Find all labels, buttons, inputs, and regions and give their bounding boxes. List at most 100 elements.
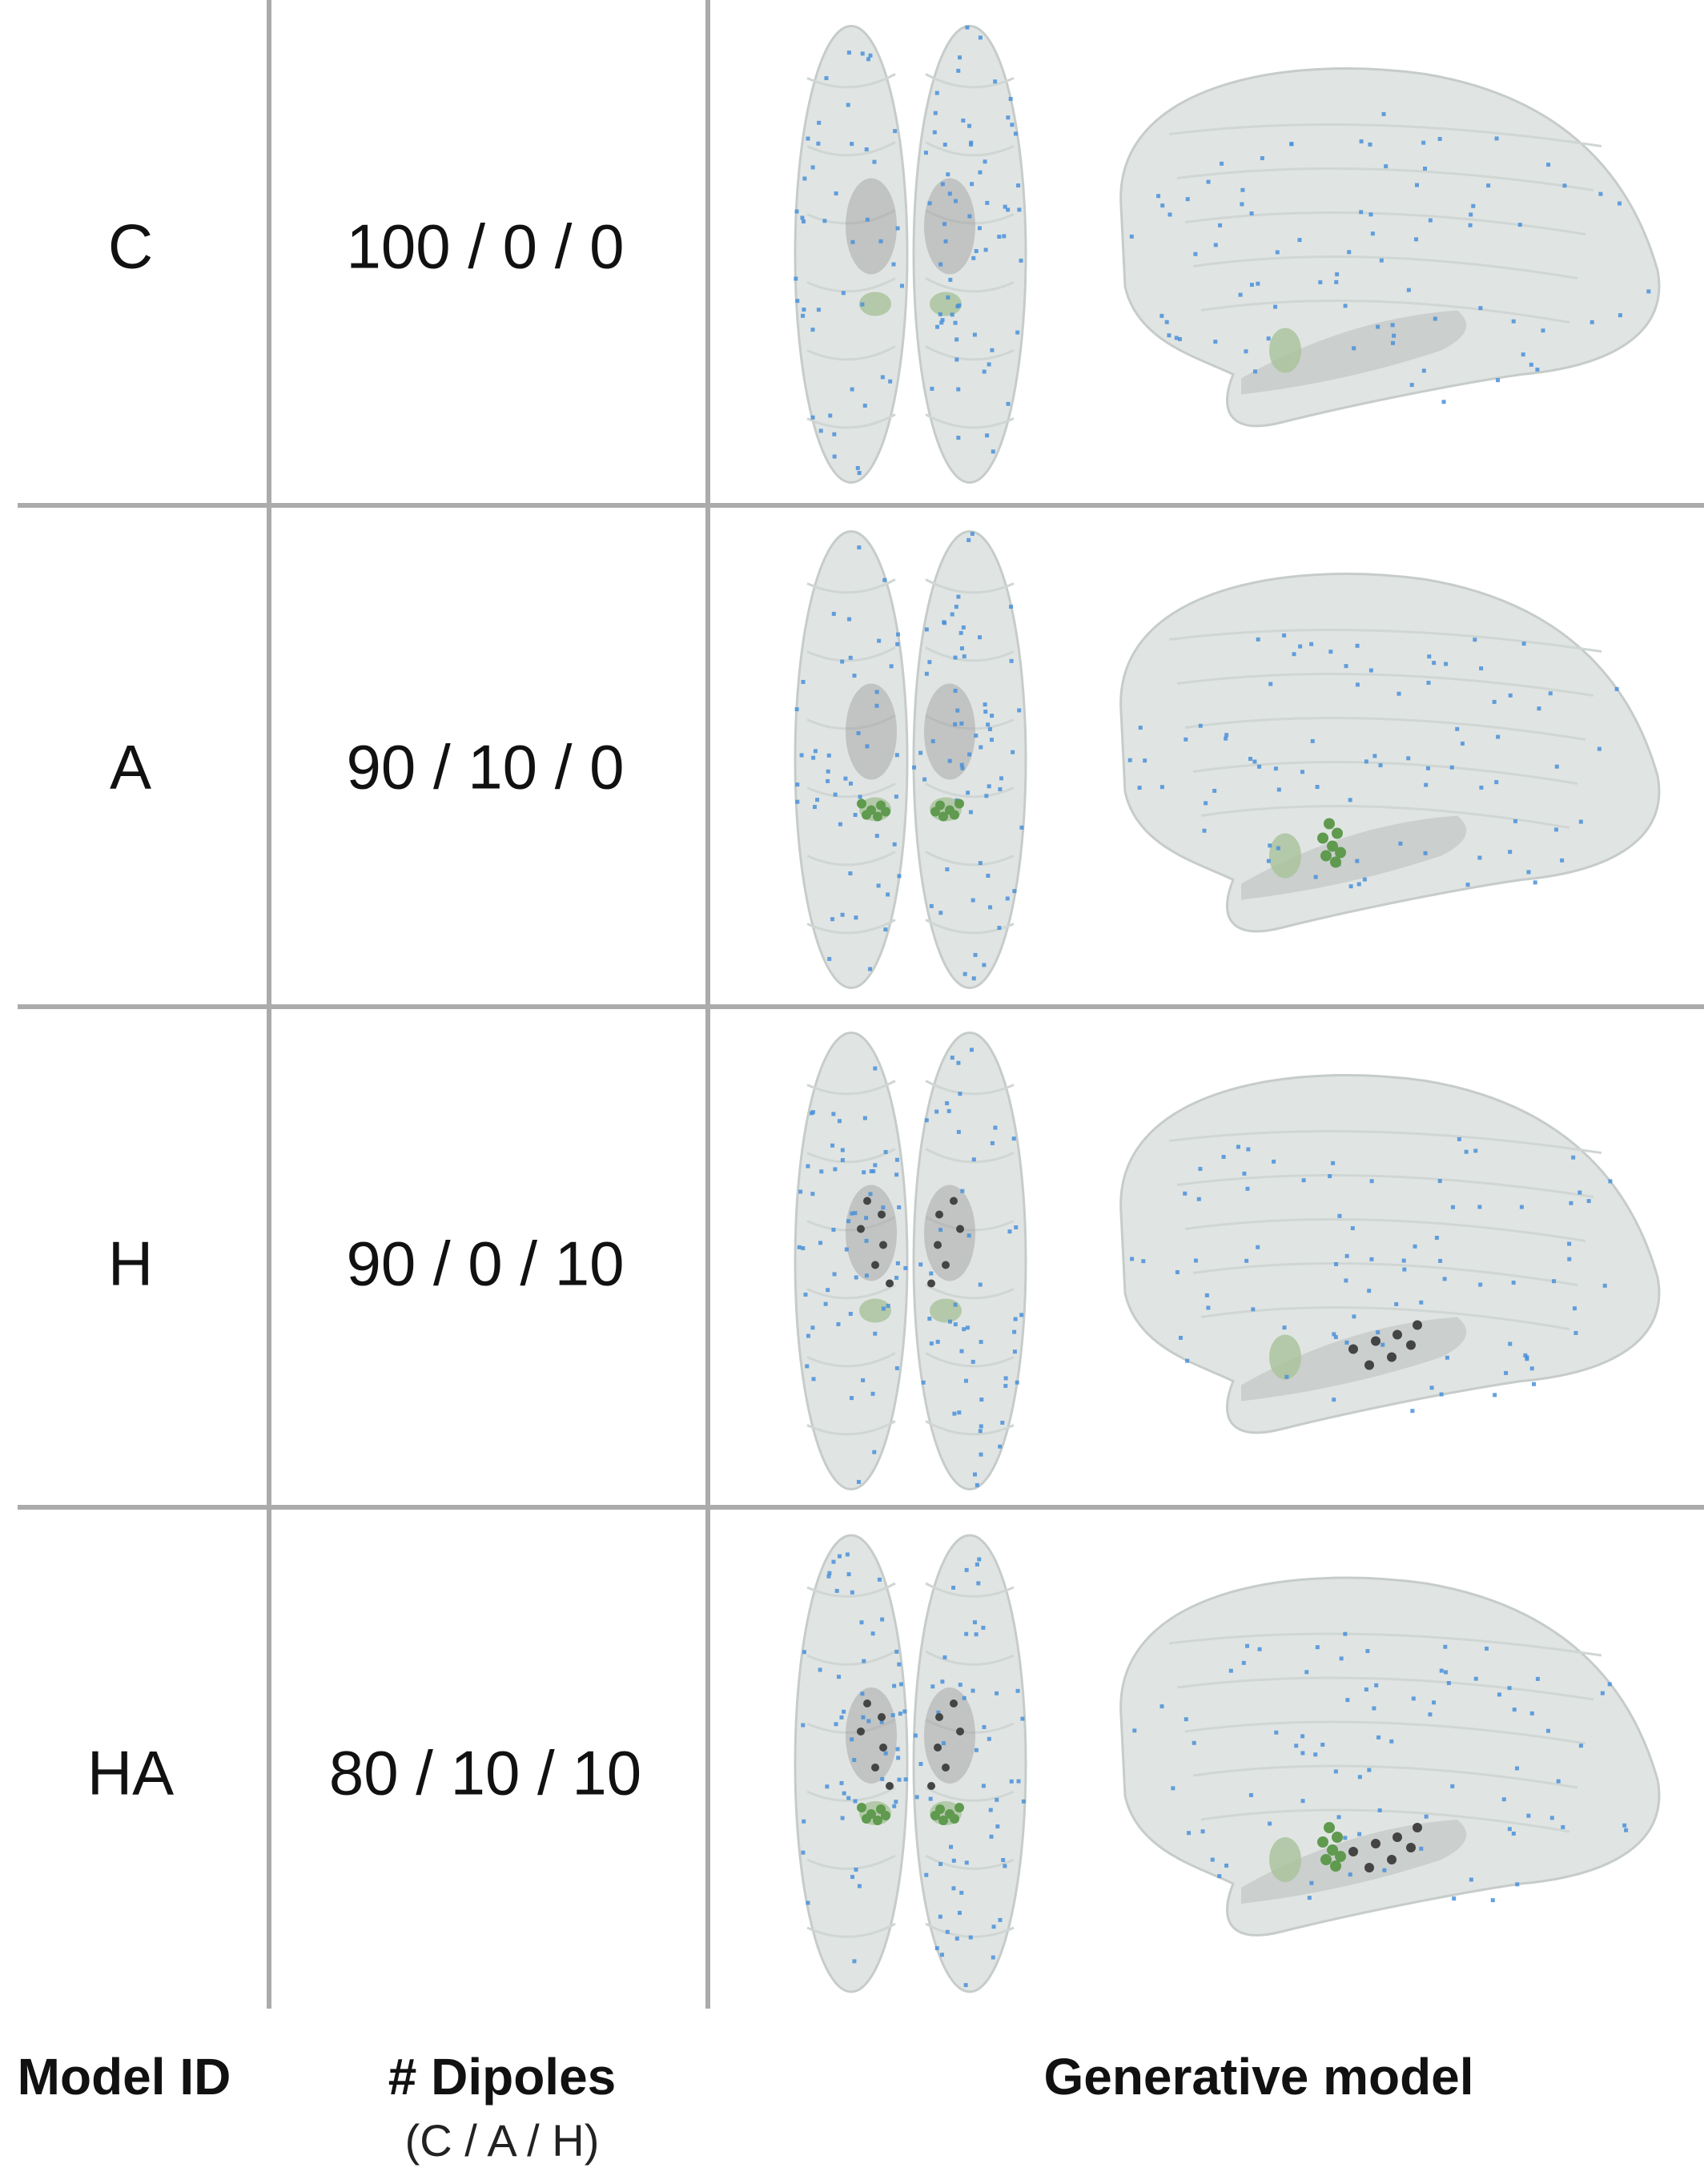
hippocampus-dipole — [956, 1225, 964, 1233]
cortical-dipole — [1016, 1779, 1021, 1784]
cortical-dipole — [805, 1364, 810, 1369]
cortical-dipole — [846, 1796, 851, 1800]
cortical-dipole — [836, 1321, 841, 1326]
cortical-dipole — [946, 1108, 951, 1113]
cortical-dipole — [1469, 1877, 1473, 1882]
cortical-dipole — [864, 1273, 869, 1278]
cortical-dipole — [951, 1585, 956, 1590]
cortical-dipole — [1535, 1676, 1540, 1681]
gyrus-line — [1184, 1720, 1586, 1745]
hippocampus-dipole — [863, 1197, 871, 1205]
cortical-dipole — [883, 1751, 888, 1756]
cortical-dipole — [853, 1211, 858, 1216]
cortical-dipole — [842, 1791, 846, 1796]
cortical-dipole — [991, 449, 995, 454]
cortical-dipole — [1376, 1735, 1381, 1740]
cortical-dipole — [990, 714, 995, 718]
cortical-dipole — [967, 752, 972, 757]
cortical-dipole — [862, 403, 867, 408]
cortical-dipole — [857, 471, 862, 476]
cortical-dipole — [801, 679, 806, 684]
cortical-dipole — [806, 1900, 810, 1905]
cortical-dipole — [1282, 633, 1287, 638]
cortical-dipole — [1257, 1647, 1262, 1651]
cortical-dipole — [940, 1679, 945, 1684]
amygdala-dipole — [1332, 827, 1343, 839]
cortical-dipole — [1335, 272, 1340, 277]
hippocampus-dipole — [1413, 1823, 1422, 1832]
cortical-dipole — [1202, 828, 1207, 833]
cortical-dipole — [967, 123, 972, 128]
cortical-dipole — [1379, 258, 1384, 263]
cortical-dipole — [989, 1834, 994, 1839]
cortical-dipole — [850, 387, 854, 392]
cortical-dipole — [1372, 754, 1377, 758]
cortical-dipole — [956, 594, 961, 599]
cortical-dipole — [1333, 1769, 1338, 1774]
cortical-dipole — [1333, 1335, 1338, 1340]
cortical-dipole — [869, 1168, 874, 1173]
cortical-dipole — [810, 1192, 815, 1197]
cortical-dipole — [859, 1620, 864, 1625]
cortical-dipole — [1362, 877, 1367, 882]
cortical-dipole — [1178, 1335, 1183, 1340]
cortical-dipole — [860, 51, 865, 56]
sagittal-amygdala-region — [1269, 1837, 1301, 1882]
gyrus-line — [806, 1922, 896, 1938]
cortical-dipole — [848, 1311, 853, 1316]
cortical-dipole — [894, 753, 899, 758]
cortical-dipole — [1414, 237, 1419, 242]
cortical-dipole — [1017, 708, 1022, 713]
cortical-dipole — [886, 892, 890, 897]
amygdala-dipole — [1320, 850, 1332, 862]
cortical-dipole — [970, 532, 975, 537]
cortical-dipole — [1276, 787, 1281, 792]
cortical-dipole — [868, 53, 873, 58]
cortical-dipole — [1437, 1179, 1442, 1184]
cortical-dipole — [810, 328, 815, 332]
cortical-dipole — [1019, 1313, 1024, 1317]
cortical-dipole — [1275, 250, 1280, 255]
cortical-dipole — [1508, 850, 1513, 855]
cortical-dipole — [802, 176, 807, 181]
cortical-dipole — [1457, 1136, 1461, 1141]
cortical-dipole — [982, 1724, 987, 1729]
cortical-dipole — [850, 1875, 855, 1880]
hippocampus-dipole — [1413, 1320, 1422, 1330]
cortical-dipole — [1449, 765, 1454, 770]
cortical-dipole — [853, 1799, 858, 1804]
gyrus-line — [925, 1718, 1015, 1734]
cortical-dipole — [810, 1110, 815, 1115]
cortical-dipole — [945, 1929, 950, 1934]
cortical-dipole — [1421, 140, 1426, 145]
cortical-dipole — [1529, 1711, 1534, 1715]
cortical-dipole — [1424, 1814, 1429, 1819]
cortical-dipole — [1526, 1813, 1531, 1818]
gyrus-line — [1176, 1174, 1594, 1198]
cortical-dipole — [894, 1800, 898, 1804]
cortical-dipole — [1508, 1341, 1513, 1346]
cortical-dipole — [1217, 1874, 1222, 1879]
cortical-dipole — [883, 927, 888, 932]
cortical-dipole — [967, 214, 972, 219]
cortical-dipole — [1554, 764, 1559, 769]
sagittal-amygdala-region — [1269, 833, 1301, 879]
cortical-dipole — [1344, 1340, 1349, 1345]
amygdala-dipole — [954, 798, 964, 809]
cortical-dipole — [1598, 191, 1603, 196]
cortical-dipole — [918, 1762, 923, 1767]
left-hemisphere — [794, 25, 909, 484]
temporal-structure — [1241, 310, 1467, 395]
cortical-dipole — [1236, 1144, 1240, 1149]
amygdala-dipole — [1330, 1860, 1341, 1872]
hippocampus-dipole — [871, 1261, 879, 1269]
cortical-dipole — [1343, 1631, 1348, 1636]
cortical-dipole — [846, 103, 850, 107]
cortical-dipole — [891, 262, 896, 267]
cortical-dipole — [962, 1695, 967, 1700]
cortical-dipole — [839, 1715, 844, 1719]
cortical-dipole — [1141, 1259, 1146, 1264]
cortical-dipole — [1368, 142, 1372, 147]
cortical-dipole — [837, 1675, 842, 1679]
cortical-dipole — [977, 1557, 982, 1562]
